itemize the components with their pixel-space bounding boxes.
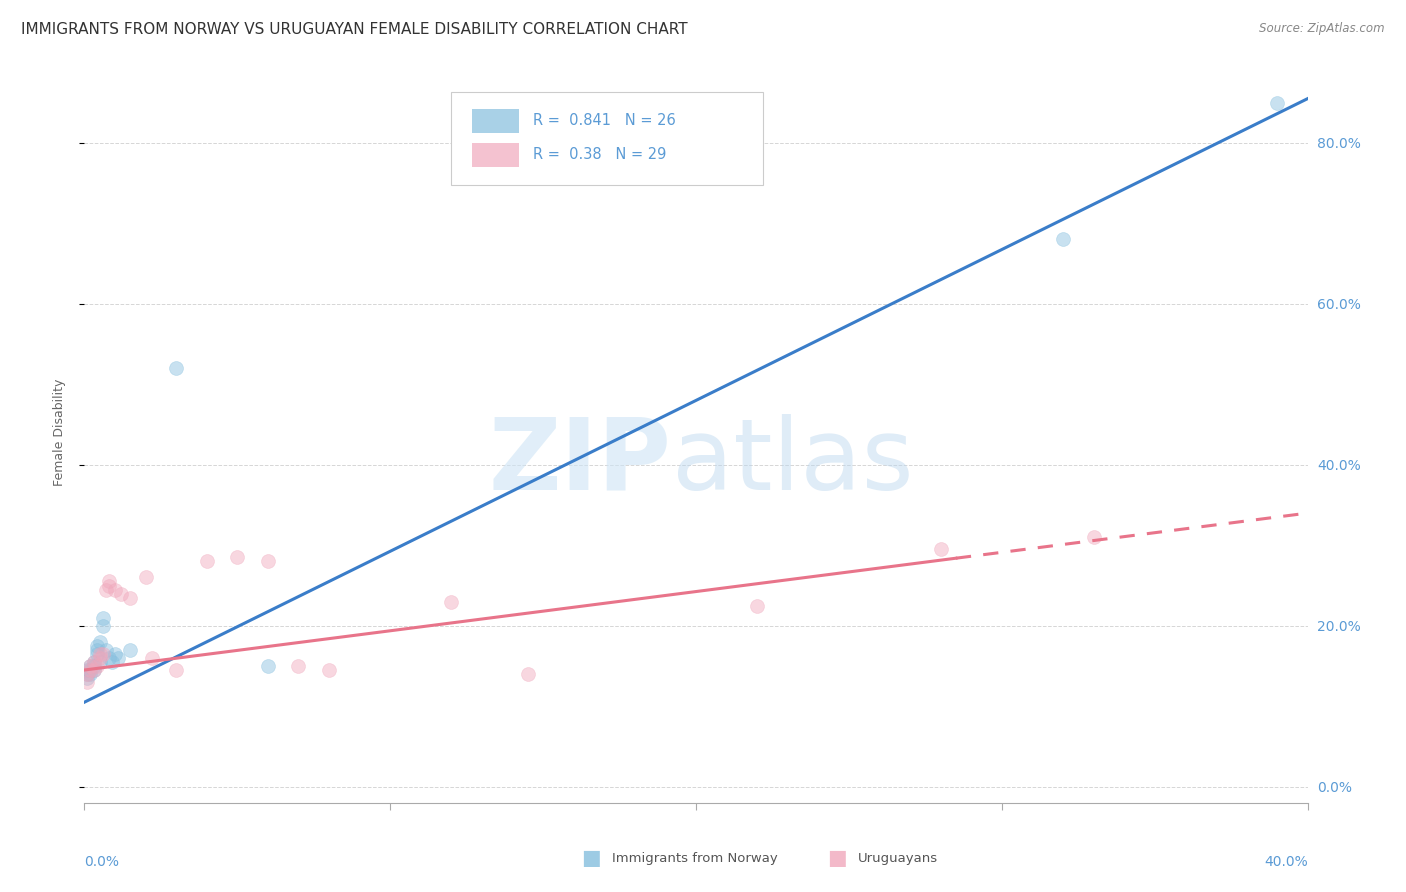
Point <box>440 594 463 608</box>
Point <box>83 663 105 677</box>
Text: R =  0.38   N = 29: R = 0.38 N = 29 <box>533 147 666 162</box>
Point <box>97 578 120 592</box>
Text: 0.0%: 0.0% <box>84 855 120 869</box>
Text: ■: ■ <box>581 848 600 868</box>
Point <box>104 647 127 661</box>
Point <box>89 655 111 669</box>
Point <box>94 582 117 597</box>
Point <box>76 675 98 690</box>
Point <box>107 651 129 665</box>
Point <box>83 659 105 673</box>
Point <box>91 619 114 633</box>
Point <box>135 570 157 584</box>
Point <box>141 651 163 665</box>
Text: Uruguayans: Uruguayans <box>858 852 938 864</box>
Point <box>79 663 101 677</box>
Bar <box>472 143 519 167</box>
Point <box>91 647 114 661</box>
Point <box>83 655 105 669</box>
Text: ZIP: ZIP <box>489 414 672 511</box>
Point <box>747 599 769 613</box>
Point <box>195 554 218 568</box>
Point <box>79 659 101 673</box>
Point <box>120 643 142 657</box>
Point <box>76 667 98 681</box>
Point <box>79 663 101 677</box>
FancyBboxPatch shape <box>451 92 763 185</box>
Point <box>516 667 538 681</box>
Point <box>89 651 111 665</box>
Point <box>104 582 127 597</box>
Point <box>97 651 120 665</box>
Text: R =  0.841   N = 26: R = 0.841 N = 26 <box>533 113 676 128</box>
Point <box>120 591 142 605</box>
Point <box>89 647 111 661</box>
Text: Source: ZipAtlas.com: Source: ZipAtlas.com <box>1260 22 1385 36</box>
Point <box>165 663 187 677</box>
Text: ■: ■ <box>827 848 846 868</box>
Point <box>1052 232 1074 246</box>
Point <box>110 586 132 600</box>
Text: 40.0%: 40.0% <box>1264 855 1308 869</box>
Point <box>76 667 98 681</box>
Point <box>318 663 340 677</box>
Point <box>83 655 105 669</box>
Text: IMMIGRANTS FROM NORWAY VS URUGUAYAN FEMALE DISABILITY CORRELATION CHART: IMMIGRANTS FROM NORWAY VS URUGUAYAN FEMA… <box>21 22 688 37</box>
Point <box>257 659 280 673</box>
Point <box>165 361 187 376</box>
Point <box>97 574 120 589</box>
Point <box>89 635 111 649</box>
Point <box>929 542 952 557</box>
Point <box>101 655 124 669</box>
Point <box>287 659 309 673</box>
Point <box>86 639 108 653</box>
Bar <box>472 109 519 133</box>
Point <box>79 659 101 673</box>
Point <box>91 610 114 624</box>
Point <box>76 663 98 677</box>
Text: atlas: atlas <box>672 414 912 511</box>
Point <box>257 554 280 568</box>
Point <box>1265 95 1288 110</box>
Point <box>79 667 101 681</box>
Point <box>226 550 249 565</box>
Point <box>86 643 108 657</box>
Text: Immigrants from Norway: Immigrants from Norway <box>612 852 778 864</box>
Point <box>83 663 105 677</box>
Point <box>86 647 108 661</box>
Y-axis label: Female Disability: Female Disability <box>53 379 66 486</box>
Point <box>1083 530 1105 544</box>
Point <box>94 643 117 657</box>
Point <box>76 671 98 685</box>
Point <box>86 659 108 673</box>
